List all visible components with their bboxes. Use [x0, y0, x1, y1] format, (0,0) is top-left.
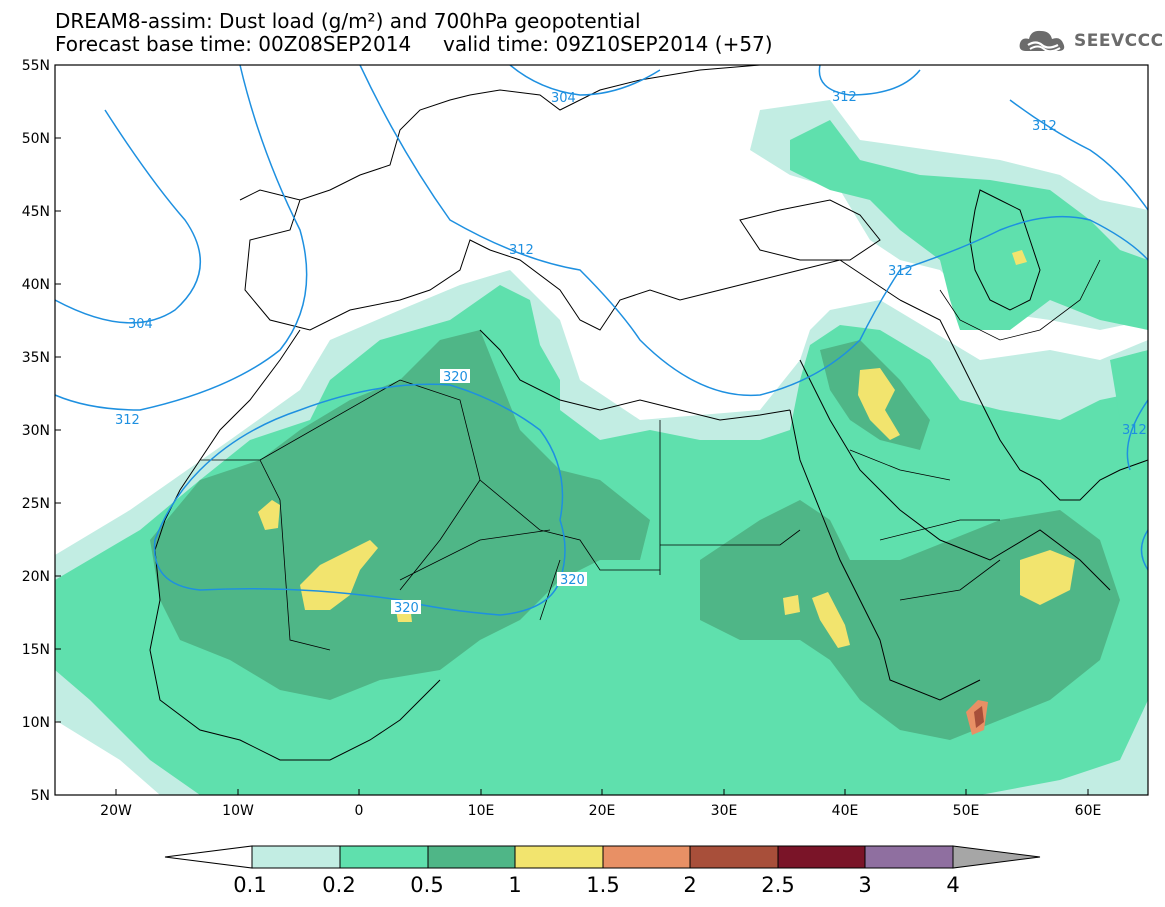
colorbar-swatch — [339, 845, 429, 869]
seevccc-logo: SEEVCCC — [1018, 26, 1164, 56]
dust-area-extreme2 — [974, 706, 984, 728]
lon-tick-label: 10W — [222, 803, 254, 819]
coastline-gulf — [899, 299, 1148, 501]
lat-tick-label: 50N — [22, 131, 50, 147]
colorbar-label: 4 — [946, 873, 959, 897]
latitude-labels: 55N 50N 45N 40N 35N 30N 25N 20N 15N 10N … — [22, 58, 50, 804]
lon-tick-label: 60E — [1075, 803, 1102, 819]
dust-area-peak — [258, 500, 280, 530]
dust-area-peak — [300, 540, 378, 610]
lat-tick-label: 55N — [22, 58, 50, 74]
colorbar-label: 3 — [858, 873, 871, 897]
lon-tick-label: 10E — [468, 803, 495, 819]
dust-area-peak — [1020, 550, 1075, 605]
logo-text: SEEVCCC — [1074, 31, 1164, 51]
lat-tick-label: 20N — [22, 569, 50, 585]
contour-label: 312 — [115, 413, 140, 428]
lon-tick-label: 0 — [355, 803, 364, 819]
colorbar-swatch — [689, 845, 779, 869]
caspian-sea — [969, 189, 1041, 311]
longitude-labels: 20W 10W 0 10E 20E 30E 40E 50E 60E — [100, 803, 1101, 819]
latitude-axis — [55, 64, 61, 796]
lat-tick-label: 40N — [22, 277, 50, 293]
colorbar-swatch — [427, 845, 516, 869]
coastline-africa — [149, 329, 791, 761]
contour-304-north — [509, 65, 661, 96]
lat-tick-label: 25N — [22, 496, 50, 512]
colorbar-swatch — [602, 845, 691, 869]
contour-label: 320 — [394, 601, 419, 616]
coastline-red-sea — [789, 359, 1111, 701]
contour-label: 312 — [1122, 423, 1147, 438]
colorbar-swatch — [514, 845, 604, 869]
chart-title: DREAM8-assim: Dust load (g/m²) and 700hP… — [55, 9, 641, 33]
contour-320-east — [1140, 529, 1148, 571]
contour-label: 312 — [509, 243, 534, 258]
coastlines — [149, 65, 1148, 761]
contour-312-main — [359, 65, 1148, 397]
dust-area-peak — [812, 592, 850, 648]
contour-304-west — [55, 109, 202, 324]
colorbar-left-arrow — [164, 845, 253, 869]
colorbar-label: 0.5 — [410, 873, 443, 897]
contour-312-west — [55, 65, 308, 411]
contour-label: 312 — [832, 90, 857, 105]
contour-label: 320 — [560, 573, 585, 588]
country-borders — [200, 259, 1101, 651]
dust-area-mid — [790, 120, 1148, 330]
contour-label: 320 — [443, 370, 468, 385]
colorbar-label: 1.5 — [586, 873, 619, 897]
lon-tick-label: 20E — [589, 803, 616, 819]
colorbar-label: 2 — [683, 873, 696, 897]
lon-tick-label: 40E — [832, 803, 859, 819]
colorbar: 0.1 0.2 0.5 1 1.5 2 2.5 3 4 — [164, 845, 1041, 897]
colorbar-label: 0.1 — [233, 873, 266, 897]
lon-tick-label: 30E — [711, 803, 738, 819]
colorbar-label: 2.5 — [761, 873, 794, 897]
dust-area-peak — [1012, 250, 1027, 265]
dust-area-high — [150, 330, 650, 700]
colorbar-swatch — [864, 845, 954, 869]
black-sea — [739, 199, 881, 261]
colorbar-swatch — [251, 845, 341, 869]
lat-tick-label: 30N — [22, 423, 50, 439]
colorbar-right-arrow — [952, 845, 1041, 869]
longitude-axis — [115, 789, 1089, 795]
lon-tick-label: 20W — [100, 803, 132, 819]
colorbar-swatch — [777, 845, 866, 869]
lon-tick-label: 50E — [953, 803, 980, 819]
chart-subtitle: Forecast base time: 00Z08SEP2014 valid t… — [55, 32, 773, 56]
contour-label: 304 — [128, 317, 153, 332]
dust-area-peak — [858, 368, 900, 440]
lat-tick-label: 10N — [22, 715, 50, 731]
colorbar-label: 0.2 — [322, 873, 355, 897]
lat-tick-label: 35N — [22, 350, 50, 366]
lat-tick-label: 5N — [31, 788, 50, 804]
dust-area-high — [700, 500, 1120, 740]
colorbar-label: 1 — [508, 873, 521, 897]
cloud-logo-icon — [1019, 30, 1065, 53]
dust-area-peak — [783, 595, 800, 615]
contour-312-east — [1126, 399, 1148, 471]
lat-tick-label: 15N — [22, 642, 50, 658]
contour-label: 312 — [1032, 119, 1057, 134]
dust-area-mid — [1110, 350, 1148, 430]
coastline-europe — [239, 65, 901, 331]
lat-tick-label: 45N — [22, 204, 50, 220]
dust-field — [55, 100, 1148, 795]
contour-labels: 304 312 320 304 312 312 320 320 312 312 … — [115, 90, 1147, 616]
contour-label: 304 — [551, 91, 576, 106]
contour-312-ne — [818, 65, 921, 96]
contour-label: 312 — [888, 264, 913, 279]
contour-312-ne2 — [1009, 99, 1148, 211]
